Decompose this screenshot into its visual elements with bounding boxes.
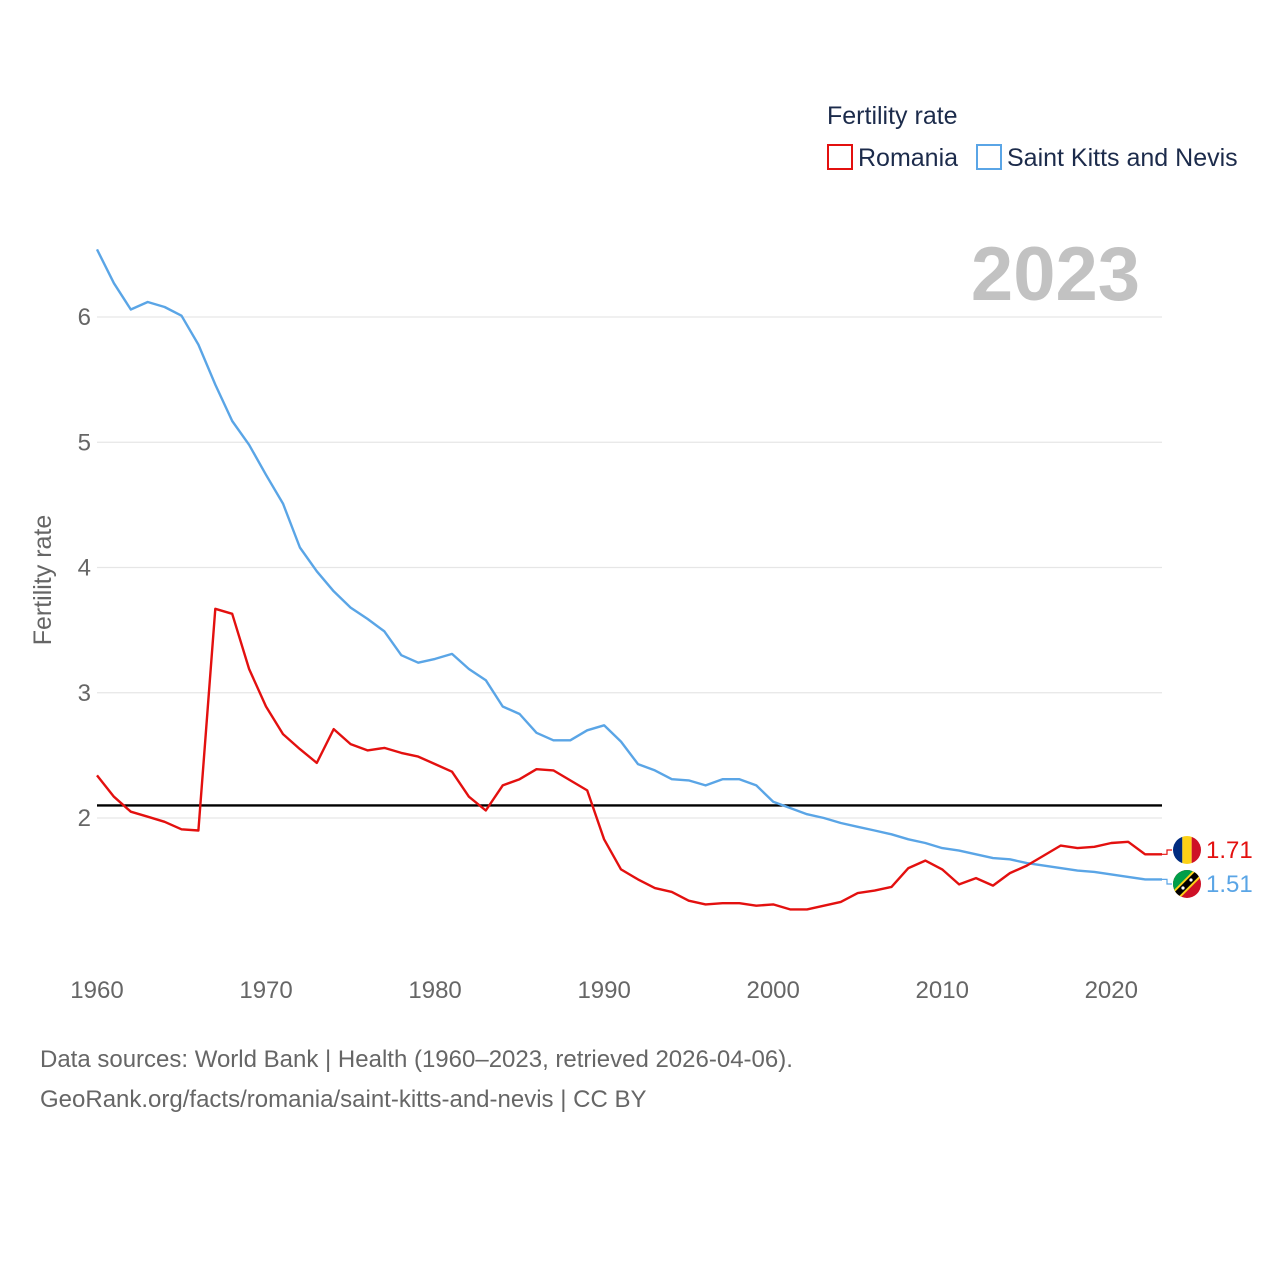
x-tick-2020: 2020	[1085, 977, 1138, 1004]
fertility-rate-chart: 2 3 4 5 6 1960 1970 1980 1990 2000 2010 2020 Ferti…	[29, 102, 1253, 1004]
series-lines	[95, 248, 1162, 911]
series-line-romania[interactable]	[96, 607, 1162, 911]
romania-flag-icon	[1173, 836, 1201, 864]
y-tick-3: 3	[78, 680, 91, 707]
y-axis-ticks: 2 3 4 5 6	[78, 304, 91, 832]
y-tick-5: 5	[78, 429, 91, 456]
series-line-saint-kitts-and-nevis[interactable]	[95, 248, 1162, 881]
connector-romania	[1162, 849, 1172, 855]
grid-lines	[97, 316, 1162, 819]
legend-swatch-saint-kitts-and-nevis[interactable]	[976, 144, 1002, 170]
source-line-2: GeoRank.org/facts/romania/saint-kitts-an…	[40, 1086, 647, 1113]
x-tick-1980: 1980	[408, 977, 461, 1004]
end-value-saint-kitts-and-nevis: 1.51	[1206, 871, 1253, 898]
end-labels: 1.71 1.51	[1162, 836, 1253, 898]
x-tick-2000: 2000	[746, 977, 799, 1004]
connector-saint-kitts-and-nevis	[1162, 878, 1172, 885]
year-label: 2023	[971, 232, 1140, 317]
x-tick-1990: 1990	[577, 977, 630, 1004]
x-axis-ticks: 1960 1970 1980 1990 2000 2010 2020	[70, 977, 1138, 1004]
y-tick-6: 6	[78, 304, 91, 331]
source-line-1: Data sources: World Bank | Health (1960–…	[40, 1046, 793, 1073]
x-tick-1970: 1970	[239, 977, 292, 1004]
legend-label-romania[interactable]: Romania	[858, 144, 958, 172]
end-value-romania: 1.71	[1206, 837, 1253, 864]
y-tick-4: 4	[78, 555, 91, 582]
x-tick-1960: 1960	[70, 977, 123, 1004]
saint-kitts-and-nevis-flag-icon	[1173, 870, 1201, 898]
x-tick-2010: 2010	[916, 977, 969, 1004]
legend-title: Fertility rate	[827, 102, 958, 130]
legend-swatch-romania[interactable]	[827, 144, 853, 170]
y-axis-label: Fertility rate	[29, 515, 57, 646]
legend: Fertility rate Romania Saint Kitts and N…	[827, 102, 1238, 172]
legend-label-saint-kitts-and-nevis[interactable]: Saint Kitts and Nevis	[1007, 144, 1238, 172]
y-tick-2: 2	[78, 805, 91, 832]
